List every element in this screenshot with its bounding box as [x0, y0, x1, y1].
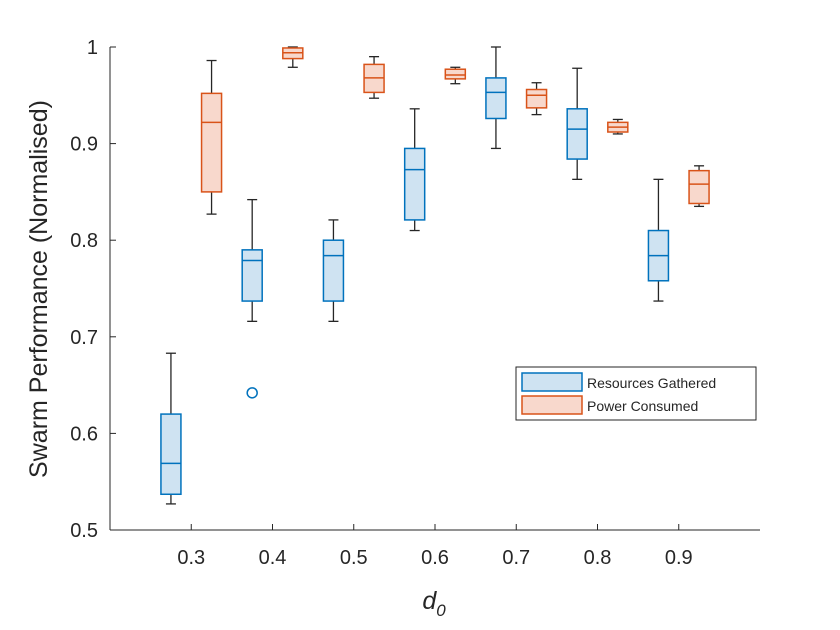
box — [566, 108, 588, 160]
x-axis-title-subscript: 0 — [436, 601, 446, 620]
y-tick-label: 0.8 — [70, 230, 98, 252]
x-tick-label: 0.3 — [177, 547, 205, 569]
y-tick-label: 0.7 — [70, 327, 98, 349]
box — [241, 249, 263, 302]
legend-label-resources-gathered: Resources Gathered — [587, 375, 716, 391]
legend: Resources Gathered Power Consumed — [515, 366, 757, 421]
x-tick-label: 0.7 — [502, 547, 530, 569]
legend-swatch-resources-gathered — [521, 372, 583, 392]
box — [200, 92, 223, 193]
outlier-point — [246, 387, 258, 399]
y-tick-label: 0.5 — [70, 520, 98, 542]
box — [688, 169, 710, 205]
x-tick-label: 0.4 — [259, 547, 287, 569]
box — [444, 68, 467, 80]
box — [403, 147, 426, 221]
plot-area: 0.5 0.6 0.7 0.8 0.9 1 0.3 0.4 0.5 0.6 0.7 0.8 0.9 — [70, 37, 760, 569]
x-tick-label: 0.5 — [340, 547, 368, 569]
y-tick-label: 1 — [87, 37, 98, 59]
y-tick-label: 0.6 — [70, 423, 98, 445]
x-axis-title-main: d — [422, 587, 437, 615]
box — [160, 413, 182, 496]
x-tick-label: 0.8 — [584, 547, 612, 569]
box — [322, 239, 345, 302]
x-tick-label: 0.6 — [421, 547, 449, 569]
series-power-consumed — [200, 46, 710, 215]
box — [485, 77, 507, 120]
box — [525, 88, 548, 109]
x-tick-label: 0.9 — [665, 547, 693, 569]
x-axis-title: d0 — [422, 587, 446, 620]
legend-swatch-power-consumed — [521, 395, 583, 415]
axes: 0.5 0.6 0.7 0.8 0.9 1 0.3 0.4 0.5 0.6 0.7 0.8 0.9 — [70, 37, 760, 569]
y-axis-title: Swarm Performance (Normalised) — [25, 100, 53, 478]
series-resources-gathered — [160, 46, 670, 505]
legend-label-power-consumed: Power Consumed — [587, 398, 698, 414]
y-tick-label: 0.9 — [70, 134, 98, 156]
